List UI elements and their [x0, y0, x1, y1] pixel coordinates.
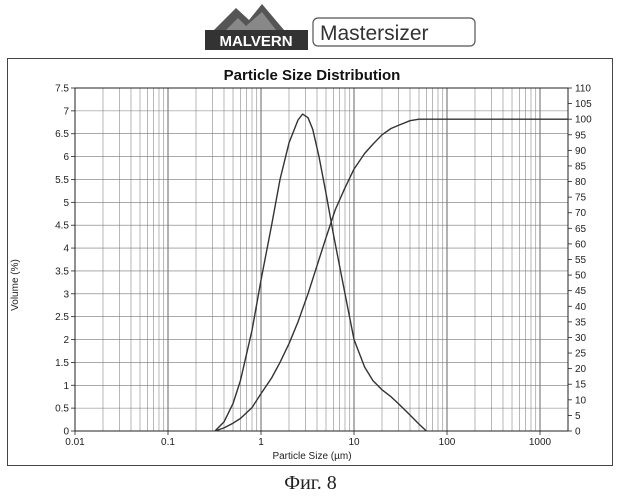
y2-tick-label: 0: [575, 427, 581, 438]
y2-tick-label: 20: [575, 364, 587, 375]
y2-tick-label: 80: [575, 177, 587, 188]
y-tick-label: 0.5: [55, 404, 69, 415]
y-tick-label: 1.5: [55, 358, 69, 369]
y-tick-label: 1: [63, 381, 69, 392]
series: [215, 114, 568, 431]
y-tick-label: 4: [63, 244, 69, 255]
mastersizer-logo-text: Mastersizer: [320, 22, 429, 45]
y-tick-label: 5.5: [55, 175, 69, 186]
x-tick-label: 1: [258, 437, 264, 448]
y2-axis-ticks: 0 5 10 15 20 25 30 35 40 45 50 55 60 65 70 75 80 85 90 95 10…: [568, 84, 592, 438]
y2-tick-label: 70: [575, 208, 587, 219]
x-tick-label: 0.1: [161, 437, 175, 448]
y2-tick-label: 105: [575, 99, 592, 110]
y-tick-label: 7.5: [55, 84, 69, 95]
y2-tick-label: 110: [575, 84, 591, 95]
x-tick-label: 1000: [529, 437, 552, 448]
y2-tick-label: 95: [575, 130, 587, 141]
y-tick-label: 2: [63, 335, 69, 346]
y2-tick-label: 25: [575, 349, 587, 360]
y-tick-label: 4.5: [55, 221, 69, 232]
y2-tick-label: 15: [575, 380, 587, 391]
y2-tick-label: 45: [575, 286, 587, 297]
grid: [75, 88, 568, 431]
y2-tick-label: 65: [575, 224, 587, 235]
y2-tick-label: 85: [575, 161, 587, 172]
figure-caption: Фиг. 8: [0, 472, 621, 495]
header: MALVERN Mastersizer: [0, 0, 621, 58]
chart-title: Particle Size Distribution: [224, 67, 401, 84]
y2-tick-label: 60: [575, 239, 587, 250]
y2-tick-label: 35: [575, 317, 587, 328]
y-tick-label: 0: [63, 427, 69, 438]
y-tick-label: 2.5: [55, 312, 69, 323]
y2-tick-label: 5: [575, 411, 581, 422]
y-tick-label: 5: [63, 198, 69, 209]
y2-tick-label: 40: [575, 302, 587, 313]
y-tick-label: 6.5: [55, 129, 69, 140]
y-axis-label: Volume (%): [10, 259, 21, 311]
y-tick-label: 3.5: [55, 266, 69, 277]
x-tick-label: 0.01: [65, 437, 85, 448]
y-tick-label: 3: [63, 289, 69, 300]
particle-size-chart: 0 0.5 1 1.5 2 2.5 3 3.5 4 4.5 5 5.5 6 6.5 7 7.5 0 5 10 15 2…: [0, 58, 621, 468]
y-tick-label: 7: [63, 106, 69, 117]
x-tick-label: 10: [348, 437, 360, 448]
header-logos: MALVERN Mastersizer: [0, 0, 621, 58]
y2-tick-label: 90: [575, 146, 587, 157]
y2-tick-label: 50: [575, 271, 587, 282]
y2-tick-label: 55: [575, 255, 587, 266]
y-axis-ticks: 0 0.5 1 1.5 2 2.5 3 3.5 4 4.5 5 5.5 6 6.5 7 7.5: [55, 84, 75, 438]
x-axis-label: Particle Size (µm): [272, 451, 351, 462]
y-tick-label: 6: [63, 152, 69, 163]
x-axis-ticks: 0.01 0.1 1 10 100 1000: [65, 431, 551, 448]
plot-area-border: [75, 88, 568, 431]
y2-tick-label: 30: [575, 333, 587, 344]
y2-tick-label: 10: [575, 395, 587, 406]
x-tick-label: 100: [439, 437, 456, 448]
y2-tick-label: 100: [575, 115, 592, 126]
malvern-mountain-icon: [214, 4, 284, 30]
malvern-logo-text: MALVERN: [219, 33, 292, 50]
cumulative-volume-line: [215, 119, 568, 431]
y2-tick-label: 75: [575, 193, 587, 204]
